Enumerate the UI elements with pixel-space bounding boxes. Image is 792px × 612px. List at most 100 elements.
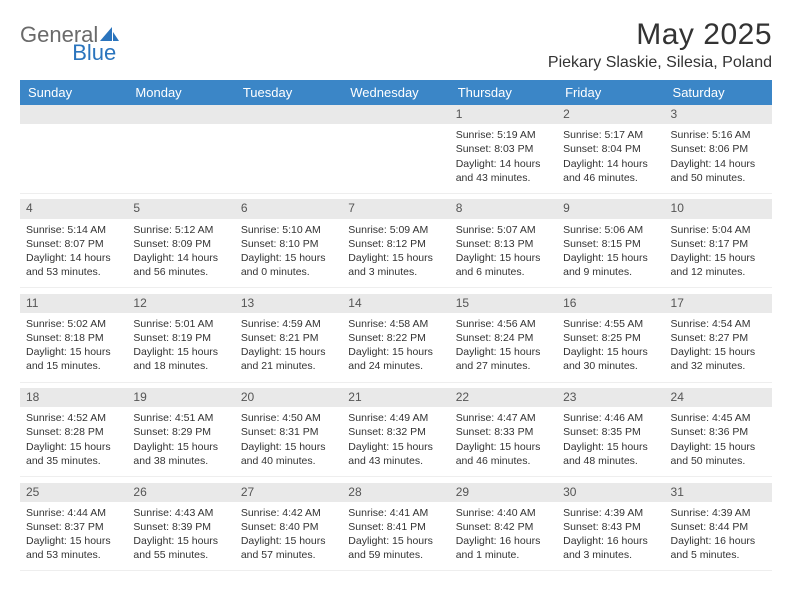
- daylight-line: Daylight: 15 hours and 0 minutes.: [241, 251, 336, 279]
- day-number: 13: [235, 294, 342, 313]
- sunset-line: Sunset: 8:17 PM: [671, 237, 766, 251]
- calendar-cell: 13Sunrise: 4:59 AMSunset: 8:21 PMDayligh…: [235, 294, 342, 382]
- month-title: May 2025: [548, 18, 772, 52]
- sunrise-line: Sunrise: 5:14 AM: [26, 223, 121, 237]
- sunrise-line: Sunrise: 4:45 AM: [671, 411, 766, 425]
- sunset-line: Sunset: 8:13 PM: [456, 237, 551, 251]
- day-number: 24: [665, 388, 772, 407]
- dow-monday: Monday: [127, 80, 234, 105]
- sunset-line: Sunset: 8:18 PM: [26, 331, 121, 345]
- calendar-cell: 27Sunrise: 4:42 AMSunset: 8:40 PMDayligh…: [235, 483, 342, 571]
- sunset-line: Sunset: 8:24 PM: [456, 331, 551, 345]
- daylight-line: Daylight: 16 hours and 5 minutes.: [671, 534, 766, 562]
- sunrise-line: Sunrise: 4:44 AM: [26, 506, 121, 520]
- day-body: Sunrise: 5:16 AMSunset: 8:06 PMDaylight:…: [665, 124, 772, 193]
- sunset-line: Sunset: 8:35 PM: [563, 425, 658, 439]
- dow-wednesday: Wednesday: [342, 80, 449, 105]
- daylight-line: Daylight: 15 hours and 48 minutes.: [563, 440, 658, 468]
- sunset-line: Sunset: 8:12 PM: [348, 237, 443, 251]
- day-body: Sunrise: 4:50 AMSunset: 8:31 PMDaylight:…: [235, 407, 342, 476]
- sunrise-line: Sunrise: 4:39 AM: [671, 506, 766, 520]
- day-body: Sunrise: 5:04 AMSunset: 8:17 PMDaylight:…: [665, 219, 772, 288]
- day-body: Sunrise: 4:51 AMSunset: 8:29 PMDaylight:…: [127, 407, 234, 476]
- day-body: Sunrise: 4:42 AMSunset: 8:40 PMDaylight:…: [235, 502, 342, 571]
- sunrise-line: Sunrise: 5:09 AM: [348, 223, 443, 237]
- calendar-cell: 31 Sunrise: 4:39 AMSunset: 8:44 PMDayligh…: [665, 483, 772, 571]
- sunset-line: Sunset: 8:42 PM: [456, 520, 551, 534]
- day-body: Sunrise: 5:02 AMSunset: 8:18 PMDaylight:…: [20, 313, 127, 382]
- calendar-cell: 5Sunrise: 5:12 AMSunset: 8:09 PMDaylight…: [127, 199, 234, 287]
- dow-saturday: Saturday: [665, 80, 772, 105]
- sunset-line: Sunset: 8:31 PM: [241, 425, 336, 439]
- day-body: Sunrise: 4:55 AMSunset: 8:25 PMDaylight:…: [557, 313, 664, 382]
- sunrise-line: Sunrise: 4:58 AM: [348, 317, 443, 331]
- dow-sunday: Sunday: [20, 80, 127, 105]
- calendar-week: 25Sunrise: 4:44 AMSunset: 8:37 PMDayligh…: [20, 483, 772, 571]
- sunset-line: Sunset: 8:21 PM: [241, 331, 336, 345]
- calendar-cell: 14Sunrise: 4:58 AMSunset: 8:22 PMDayligh…: [342, 294, 449, 382]
- dow-tuesday: Tuesday: [235, 80, 342, 105]
- sunset-line: Sunset: 8:43 PM: [563, 520, 658, 534]
- calendar-table: Sunday Monday Tuesday Wednesday Thursday…: [20, 80, 772, 571]
- calendar-cell: [342, 105, 449, 193]
- day-body: Sunrise: 4:56 AMSunset: 8:24 PMDaylight:…: [450, 313, 557, 382]
- day-number: 15: [450, 294, 557, 313]
- daylight-line: Daylight: 15 hours and 9 minutes.: [563, 251, 658, 279]
- day-body: Sunrise: 4:49 AMSunset: 8:32 PMDaylight:…: [342, 407, 449, 476]
- day-number: 3: [665, 105, 772, 124]
- sunrise-line: Sunrise: 5:07 AM: [456, 223, 551, 237]
- sunrise-line: Sunrise: 4:50 AM: [241, 411, 336, 425]
- sunset-line: Sunset: 8:19 PM: [133, 331, 228, 345]
- day-number: 6: [235, 199, 342, 218]
- sunset-line: Sunset: 8:22 PM: [348, 331, 443, 345]
- day-number: 16: [557, 294, 664, 313]
- calendar-cell: 3Sunrise: 5:16 AMSunset: 8:06 PMDaylight…: [665, 105, 772, 193]
- sunrise-line: Sunrise: 4:52 AM: [26, 411, 121, 425]
- sunrise-line: Sunrise: 4:54 AM: [671, 317, 766, 331]
- day-number: 26: [127, 483, 234, 502]
- sunset-line: Sunset: 8:37 PM: [26, 520, 121, 534]
- day-body: Sunrise: 4:40 AMSunset: 8:42 PMDaylight:…: [450, 502, 557, 571]
- sunset-line: Sunset: 8:25 PM: [563, 331, 658, 345]
- day-number: 14: [342, 294, 449, 313]
- day-number: 31: [665, 483, 772, 502]
- daylight-line: Daylight: 14 hours and 56 minutes.: [133, 251, 228, 279]
- sunset-line: Sunset: 8:33 PM: [456, 425, 551, 439]
- day-number: 5: [127, 199, 234, 218]
- calendar-cell: [235, 105, 342, 193]
- sunrise-line: Sunrise: 5:02 AM: [26, 317, 121, 331]
- calendar-week: 11Sunrise: 5:02 AMSunset: 8:18 PMDayligh…: [20, 294, 772, 382]
- sunset-line: Sunset: 8:44 PM: [671, 520, 766, 534]
- calendar-cell: 6Sunrise: 5:10 AMSunset: 8:10 PMDaylight…: [235, 199, 342, 287]
- daylight-line: Daylight: 15 hours and 38 minutes.: [133, 440, 228, 468]
- calendar-header-row: Sunday Monday Tuesday Wednesday Thursday…: [20, 80, 772, 105]
- day-body: Sunrise: 4:59 AMSunset: 8:21 PMDaylight:…: [235, 313, 342, 382]
- sunset-line: Sunset: 8:10 PM: [241, 237, 336, 251]
- sunrise-line: Sunrise: 5:12 AM: [133, 223, 228, 237]
- day-body: Sunrise: 4:45 AMSunset: 8:36 PMDaylight:…: [665, 407, 772, 476]
- day-number: [20, 105, 127, 124]
- day-body: Sunrise: 5:17 AMSunset: 8:04 PMDaylight:…: [557, 124, 664, 193]
- calendar-cell: 11Sunrise: 5:02 AMSunset: 8:18 PMDayligh…: [20, 294, 127, 382]
- calendar-cell: 22Sunrise: 4:47 AMSunset: 8:33 PMDayligh…: [450, 388, 557, 476]
- day-body: Sunrise: 4:41 AMSunset: 8:41 PMDaylight:…: [342, 502, 449, 571]
- day-number: 1: [450, 105, 557, 124]
- day-number: 20: [235, 388, 342, 407]
- sunset-line: Sunset: 8:07 PM: [26, 237, 121, 251]
- day-body: Sunrise: 4:47 AMSunset: 8:33 PMDaylight:…: [450, 407, 557, 476]
- day-body: Sunrise: 5:12 AMSunset: 8:09 PMDaylight:…: [127, 219, 234, 288]
- sunrise-line: Sunrise: 5:04 AM: [671, 223, 766, 237]
- sunset-line: Sunset: 8:28 PM: [26, 425, 121, 439]
- calendar-cell: 10Sunrise: 5:04 AMSunset: 8:17 PMDayligh…: [665, 199, 772, 287]
- day-body: Sunrise: 5:07 AMSunset: 8:13 PMDaylight:…: [450, 219, 557, 288]
- calendar-cell: 8Sunrise: 5:07 AMSunset: 8:13 PMDaylight…: [450, 199, 557, 287]
- calendar-cell: 15Sunrise: 4:56 AMSunset: 8:24 PMDayligh…: [450, 294, 557, 382]
- calendar-cell: 24Sunrise: 4:45 AMSunset: 8:36 PMDayligh…: [665, 388, 772, 476]
- day-number: 2: [557, 105, 664, 124]
- daylight-line: Daylight: 14 hours and 50 minutes.: [671, 157, 766, 185]
- sunrise-line: Sunrise: 4:55 AM: [563, 317, 658, 331]
- daylight-line: Daylight: 16 hours and 3 minutes.: [563, 534, 658, 562]
- calendar-week: 18Sunrise: 4:52 AMSunset: 8:28 PMDayligh…: [20, 388, 772, 476]
- calendar-cell: 30Sunrise: 4:39 AMSunset: 8:43 PMDayligh…: [557, 483, 664, 571]
- day-body: Sunrise: 5:19 AMSunset: 8:03 PMDaylight:…: [450, 124, 557, 193]
